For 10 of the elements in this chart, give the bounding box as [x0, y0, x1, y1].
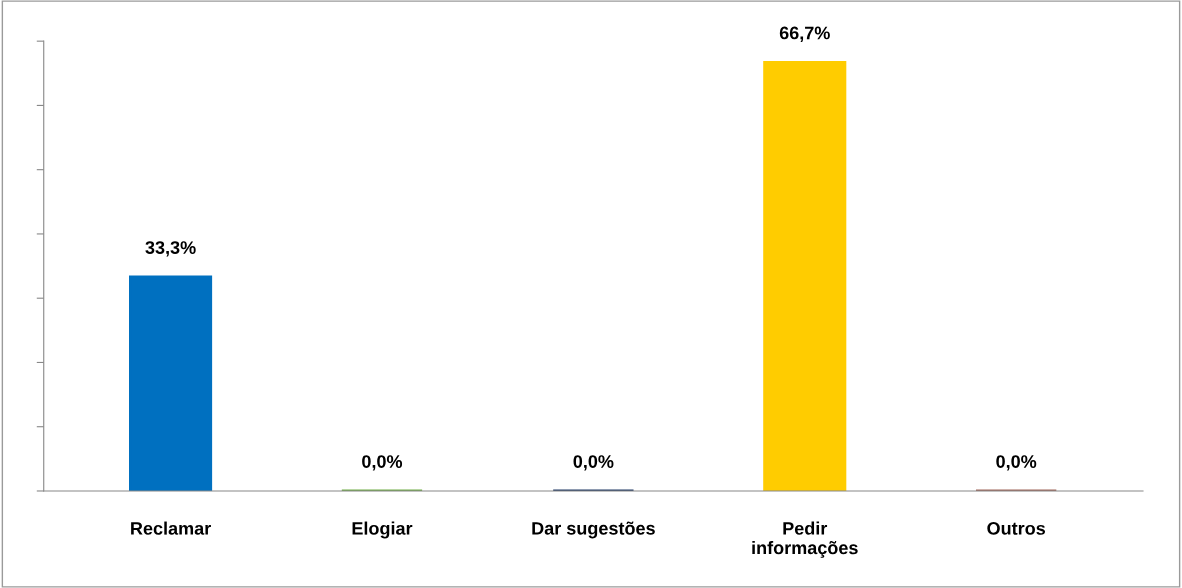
- x-tick-label: Outros: [987, 522, 1046, 535]
- data-label: 0,0%: [362, 455, 403, 471]
- x-tick-label: Elogiar: [352, 521, 413, 539]
- data-label: 0,0%: [996, 455, 1037, 471]
- x-tick-label: Reclamar: [131, 521, 211, 535]
- data-label: 66,7%: [779, 26, 830, 42]
- x-tick-label: Dar sugestões: [532, 521, 655, 539]
- x-tick-label: Pedir informações: [752, 521, 858, 558]
- data-label: 0,0%: [573, 455, 614, 471]
- data-label: 33,3%: [145, 241, 196, 257]
